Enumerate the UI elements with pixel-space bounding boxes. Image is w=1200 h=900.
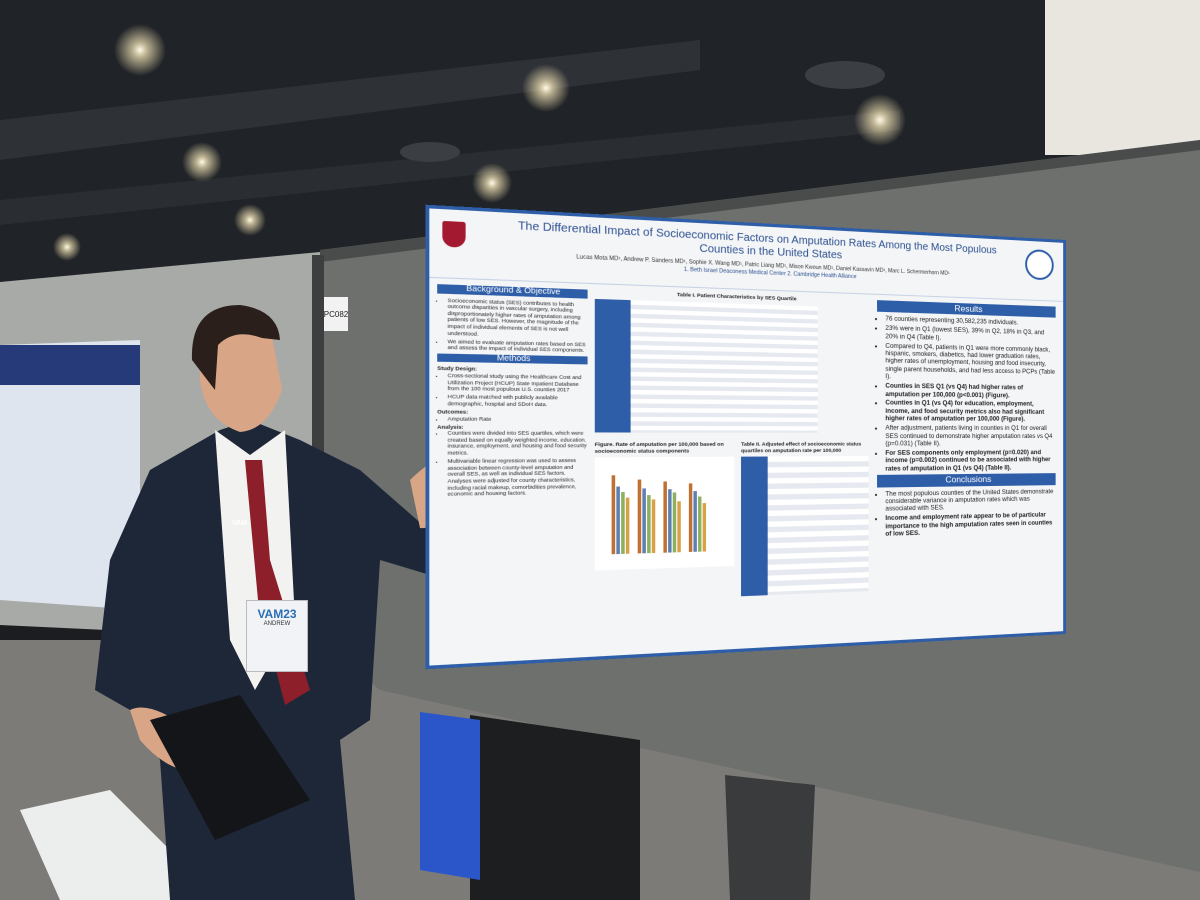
duct [0, 110, 900, 225]
bullet: For SES components only employment (p=0.… [885, 449, 1055, 473]
figure-bar [677, 501, 681, 553]
list: Cross-sectional study using the Healthca… [437, 372, 587, 408]
figure-bar [642, 488, 646, 554]
table-caption: Table II. Adjusted effect of socioeconom… [741, 442, 862, 455]
figure-bar [668, 489, 672, 553]
badge-event: VAM23 [257, 607, 297, 621]
section-heading: Background & Objective [437, 284, 588, 299]
middle-column: Table I. Patient Characteristics by SES … [594, 288, 871, 650]
bag [420, 712, 480, 880]
bullet: After adjustment, patients living in cou… [885, 425, 1055, 448]
figure-caption: Figure. Rate of amputation per 100,000 b… [594, 442, 724, 455]
visitor [725, 775, 815, 900]
table [741, 455, 869, 597]
figure [594, 456, 735, 571]
list: Counties were divided into SES quartiles… [437, 430, 587, 498]
bullet: Counties in SES Q1 (vs Q4) had higher ra… [885, 383, 1055, 400]
figure-bar [625, 497, 630, 554]
section-heading: Conclusions [877, 473, 1056, 488]
figure-bar [611, 475, 616, 555]
table [594, 298, 818, 433]
vent [805, 61, 885, 89]
list: Amputation Rate [437, 415, 587, 422]
bullet: Counties were divided into SES quartiles… [448, 430, 588, 456]
right-column: Results 76 counties representing 30,582,… [877, 298, 1056, 635]
vent [400, 142, 460, 162]
list: 76 counties representing 30,582,235 indi… [877, 315, 1056, 473]
figure-bar [672, 492, 677, 553]
figure-bar [616, 486, 620, 555]
bullet: HCUP data matched with publicly availabl… [448, 394, 588, 408]
section-heading: Methods [437, 353, 588, 365]
list: The most populous counties of the United… [877, 488, 1056, 539]
folder [150, 695, 310, 840]
figure-bar [702, 503, 707, 552]
logo [442, 220, 466, 248]
lanyard-text: VAM [232, 520, 248, 527]
duct [0, 40, 700, 160]
figure-bar [647, 495, 651, 554]
light [182, 142, 222, 182]
light [234, 204, 266, 236]
bullet: Cross-sectional study using the Healthca… [448, 373, 588, 394]
light [854, 94, 906, 146]
logo [1025, 248, 1054, 281]
wall [1045, 0, 1200, 155]
light [472, 163, 512, 203]
left-poster [0, 340, 140, 610]
paper-bag [20, 790, 180, 900]
lights [53, 24, 906, 261]
figure-bar [637, 479, 642, 554]
bullet: We aimed to evaluate amputation rates ba… [448, 338, 588, 354]
light [53, 233, 81, 261]
visitor [470, 715, 640, 900]
figure-bar [621, 492, 625, 554]
hair [191, 305, 280, 390]
bullet: Compared to Q4, patients in Q1 were more… [885, 342, 1055, 383]
bullet: Income and employment rate appear to be … [885, 511, 1055, 538]
bullet: Socioeconomic status (SES) contributes t… [448, 297, 588, 340]
list: Socioeconomic status (SES) contributes t… [437, 297, 587, 354]
poster: The Differential Impact of Socioeconomic… [425, 204, 1066, 670]
board-label: PC082 [324, 297, 348, 331]
bullet: Amputation Rate [448, 415, 588, 422]
badge: VAM23 ANDREW [246, 600, 308, 672]
light [522, 64, 570, 112]
figure-bar [693, 491, 697, 552]
head [200, 313, 282, 432]
bullet: The most populous counties of the United… [885, 488, 1055, 514]
figure-bar [651, 499, 656, 554]
bullet: Multivariable linear regression was used… [448, 458, 588, 498]
figure-bar [663, 481, 667, 553]
left-poster-header [0, 345, 140, 385]
figure-bar [688, 483, 693, 552]
poster-wrap: The Differential Impact of Socioeconomic… [425, 204, 1066, 670]
figure-bar [698, 496, 702, 552]
badge-name: ANDREW [263, 621, 291, 627]
light [114, 24, 166, 76]
bullet: Counties in Q1 (vs Q4) for education, em… [885, 400, 1055, 424]
left-column: Background & Objective Socioeconomic sta… [437, 282, 588, 658]
